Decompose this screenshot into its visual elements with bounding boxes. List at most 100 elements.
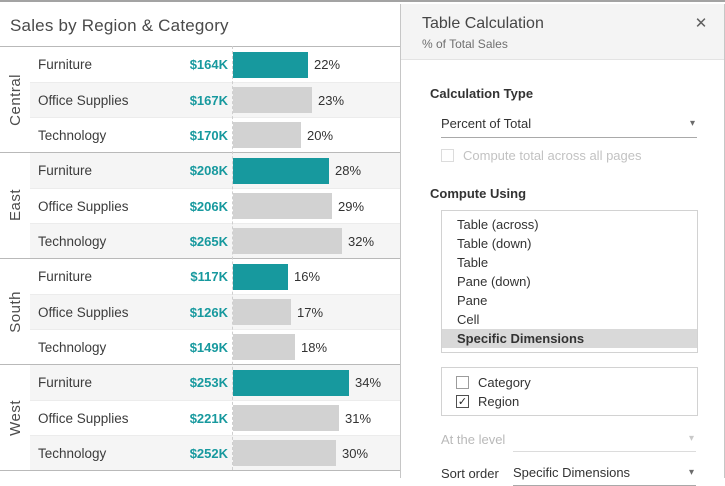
category-label: Technology — [38, 445, 107, 461]
close-icon[interactable]: ✕ — [694, 15, 708, 32]
dimension-label: Category — [478, 375, 531, 390]
table-row: Furniture $117K 16% — [30, 259, 400, 294]
table-row: Office Supplies $167K 23% — [30, 82, 400, 117]
table-calculation-dialog: Table Calculation % of Total Sales ✕ Cal… — [400, 4, 725, 486]
percent-label: 17% — [297, 304, 324, 320]
sort-order-dropdown[interactable]: Specific Dimensions ▾ — [513, 465, 696, 486]
sales-table-body: Central Furniture $164K 22% Office Suppl… — [0, 46, 400, 470]
sales-table: Central Furniture $164K 22% Office Suppl… — [0, 46, 400, 471]
dimension-checkbox-row[interactable]: Category — [442, 373, 697, 392]
bar-cell: 30% — [228, 436, 400, 470]
table-row: Office Supplies $126K 17% — [30, 294, 400, 329]
category-label: Technology — [38, 233, 107, 249]
chevron-down-icon: ▾ — [688, 433, 694, 444]
compute-using-listbox: Table (across) Table (down) Table Pane (dow… — [441, 210, 698, 353]
table-row: Technology $149K 18% — [30, 329, 400, 364]
sales-value: $126K — [189, 304, 228, 320]
at-the-level-row: At the level ▾ — [441, 431, 696, 452]
checked-checkbox-icon[interactable]: ✓ — [456, 395, 469, 408]
category-label: Office Supplies — [38, 410, 129, 426]
unchecked-checkbox-icon[interactable] — [441, 149, 454, 162]
bar-cell: 20% — [228, 118, 400, 152]
percent-bar[interactable] — [233, 405, 339, 431]
sales-value: $149K — [189, 339, 228, 355]
percent-bar[interactable] — [233, 334, 295, 360]
percent-bar[interactable] — [233, 369, 349, 396]
percent-label: 32% — [348, 233, 375, 249]
bar-cell: 22% — [228, 47, 400, 82]
category-label: Furniture — [38, 269, 93, 284]
sort-order-value: Specific Dimensions — [513, 465, 631, 480]
percent-bar[interactable] — [233, 440, 336, 466]
dialog-header: Table Calculation % of Total Sales ✕ — [401, 4, 724, 60]
compute-total-label: Compute total across all pages — [463, 148, 642, 163]
sales-value: $253K — [189, 375, 228, 390]
compute-using-option[interactable]: Table — [457, 255, 489, 270]
table-row: Office Supplies $206K 29% — [30, 188, 400, 223]
at-the-level-dropdown: ▾ — [513, 431, 696, 452]
percent-label: 28% — [335, 163, 362, 178]
table-row: Furniture $253K 34% — [30, 365, 400, 400]
percent-bar[interactable] — [233, 228, 342, 254]
percent-bar[interactable] — [233, 193, 332, 219]
category-label: Office Supplies — [38, 304, 129, 320]
percent-bar[interactable] — [233, 87, 312, 113]
compute-using-option[interactable]: Pane — [457, 293, 488, 308]
percent-bar[interactable] — [233, 263, 288, 290]
bar-cell: 29% — [228, 189, 400, 223]
category-label: Furniture — [38, 163, 93, 178]
at-the-level-label: At the level — [441, 432, 506, 447]
sales-value: $164K — [189, 57, 228, 72]
region-header: West — [0, 365, 30, 470]
compute-using-label: Compute Using — [430, 186, 527, 201]
compute-using-option[interactable]: Table (down) — [457, 236, 532, 251]
percent-label: 29% — [338, 198, 365, 214]
unchecked-checkbox-icon[interactable] — [456, 376, 469, 389]
bar-cell: 31% — [228, 401, 400, 435]
compute-using-option[interactable]: Table (across) — [457, 217, 539, 232]
dialog-subtitle: % of Total Sales — [422, 37, 508, 51]
sales-value: $221K — [189, 410, 228, 426]
calculation-type-dropdown[interactable]: Percent of Total ▾ — [441, 113, 697, 138]
bar-cell: 16% — [228, 259, 400, 294]
compute-using-option[interactable]: Cell — [457, 312, 480, 327]
table-row: Furniture $164K 22% — [30, 47, 400, 82]
axis-baseline — [232, 46, 233, 470]
dimensions-checklist: Category ✓ Region — [441, 367, 698, 416]
sales-value: $252K — [189, 445, 228, 461]
sales-value: $117K — [190, 269, 228, 284]
bar-cell: 32% — [228, 224, 400, 258]
compute-total-checkbox-row: Compute total across all pages — [441, 148, 696, 163]
compute-using-option[interactable]: Pane (down) — [457, 274, 531, 289]
percent-bar[interactable] — [233, 299, 291, 325]
category-label: Office Supplies — [38, 92, 129, 108]
chevron-down-icon: ▾ — [689, 118, 695, 129]
dimension-checkbox-row[interactable]: ✓ Region — [442, 392, 697, 411]
bar-cell: 34% — [228, 365, 400, 400]
percent-bar[interactable] — [233, 157, 329, 184]
table-row: Technology $265K 32% — [30, 223, 400, 258]
at-the-level-value — [513, 431, 689, 446]
compute-using-option[interactable]: Specific Dimensions — [442, 329, 697, 348]
percent-label: 31% — [345, 410, 372, 426]
dimension-label: Region — [478, 394, 520, 409]
percent-bar[interactable] — [233, 122, 301, 148]
percent-label: 16% — [294, 269, 321, 284]
region-label: South — [6, 290, 24, 333]
category-label: Furniture — [38, 375, 93, 390]
table-row: Technology $252K 30% — [30, 435, 400, 470]
percent-label: 23% — [318, 92, 345, 108]
region-label: Central — [6, 73, 24, 126]
chevron-down-icon: ▾ — [688, 467, 694, 478]
region-block: South Furniture $117K 16% Office Supplie… — [0, 258, 400, 364]
percent-bar[interactable] — [233, 51, 308, 78]
bar-cell: 17% — [228, 295, 400, 329]
percent-label: 22% — [314, 57, 341, 72]
category-label: Technology — [38, 127, 107, 143]
table-row: Technology $170K 20% — [30, 117, 400, 152]
percent-label: 18% — [301, 339, 328, 355]
bar-cell: 23% — [228, 83, 400, 117]
sales-value: $170K — [189, 127, 228, 143]
category-label: Technology — [38, 339, 107, 355]
category-label: Office Supplies — [38, 198, 129, 214]
